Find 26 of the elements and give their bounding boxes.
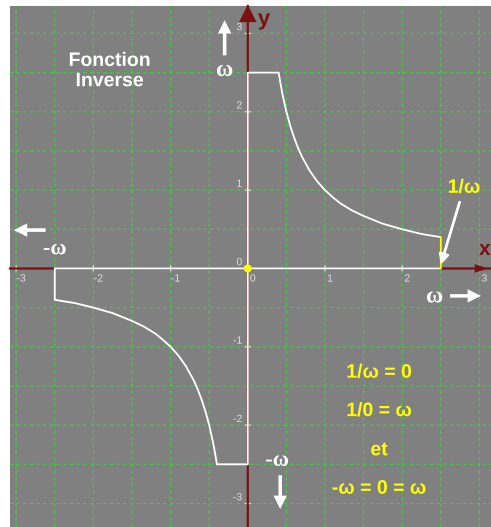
x-tick-label: 2 — [404, 274, 410, 282]
annotation: 1/ω — [448, 178, 480, 194]
x-axis-title: x — [479, 244, 490, 256]
y-tick-label: 0 — [236, 258, 242, 266]
x-tick-label: -3 — [17, 274, 26, 282]
y-tick-label: 3 — [236, 22, 242, 30]
annotation: ω — [216, 64, 232, 76]
y-tick-label: 1 — [237, 180, 242, 187]
x-tick-label: -2 — [94, 274, 102, 282]
y-axis-title: y — [258, 13, 270, 30]
annotation: et — [371, 442, 388, 456]
y-tick-label: -2 — [233, 414, 242, 422]
annotation: -ω — [44, 244, 66, 254]
annotation: 1/ω = 0 — [347, 364, 412, 378]
annotation: -ω — [266, 455, 288, 466]
y-tick-label: 2 — [236, 101, 242, 109]
y-tick-label: -1 — [233, 336, 242, 344]
annotation: ω — [426, 291, 442, 303]
x-tick-label: -1 — [171, 274, 180, 282]
annotation: -ω = 0 = ω — [332, 480, 426, 494]
annotation: 1/0 = ω — [347, 402, 412, 416]
text: Fonction Inverse — [70, 52, 150, 86]
y-tick-label: -3 — [233, 492, 242, 500]
x-tick-label: 3 — [482, 274, 487, 282]
x-tick-label: 1 — [328, 274, 332, 282]
x-tick-label: 0 — [250, 274, 256, 282]
